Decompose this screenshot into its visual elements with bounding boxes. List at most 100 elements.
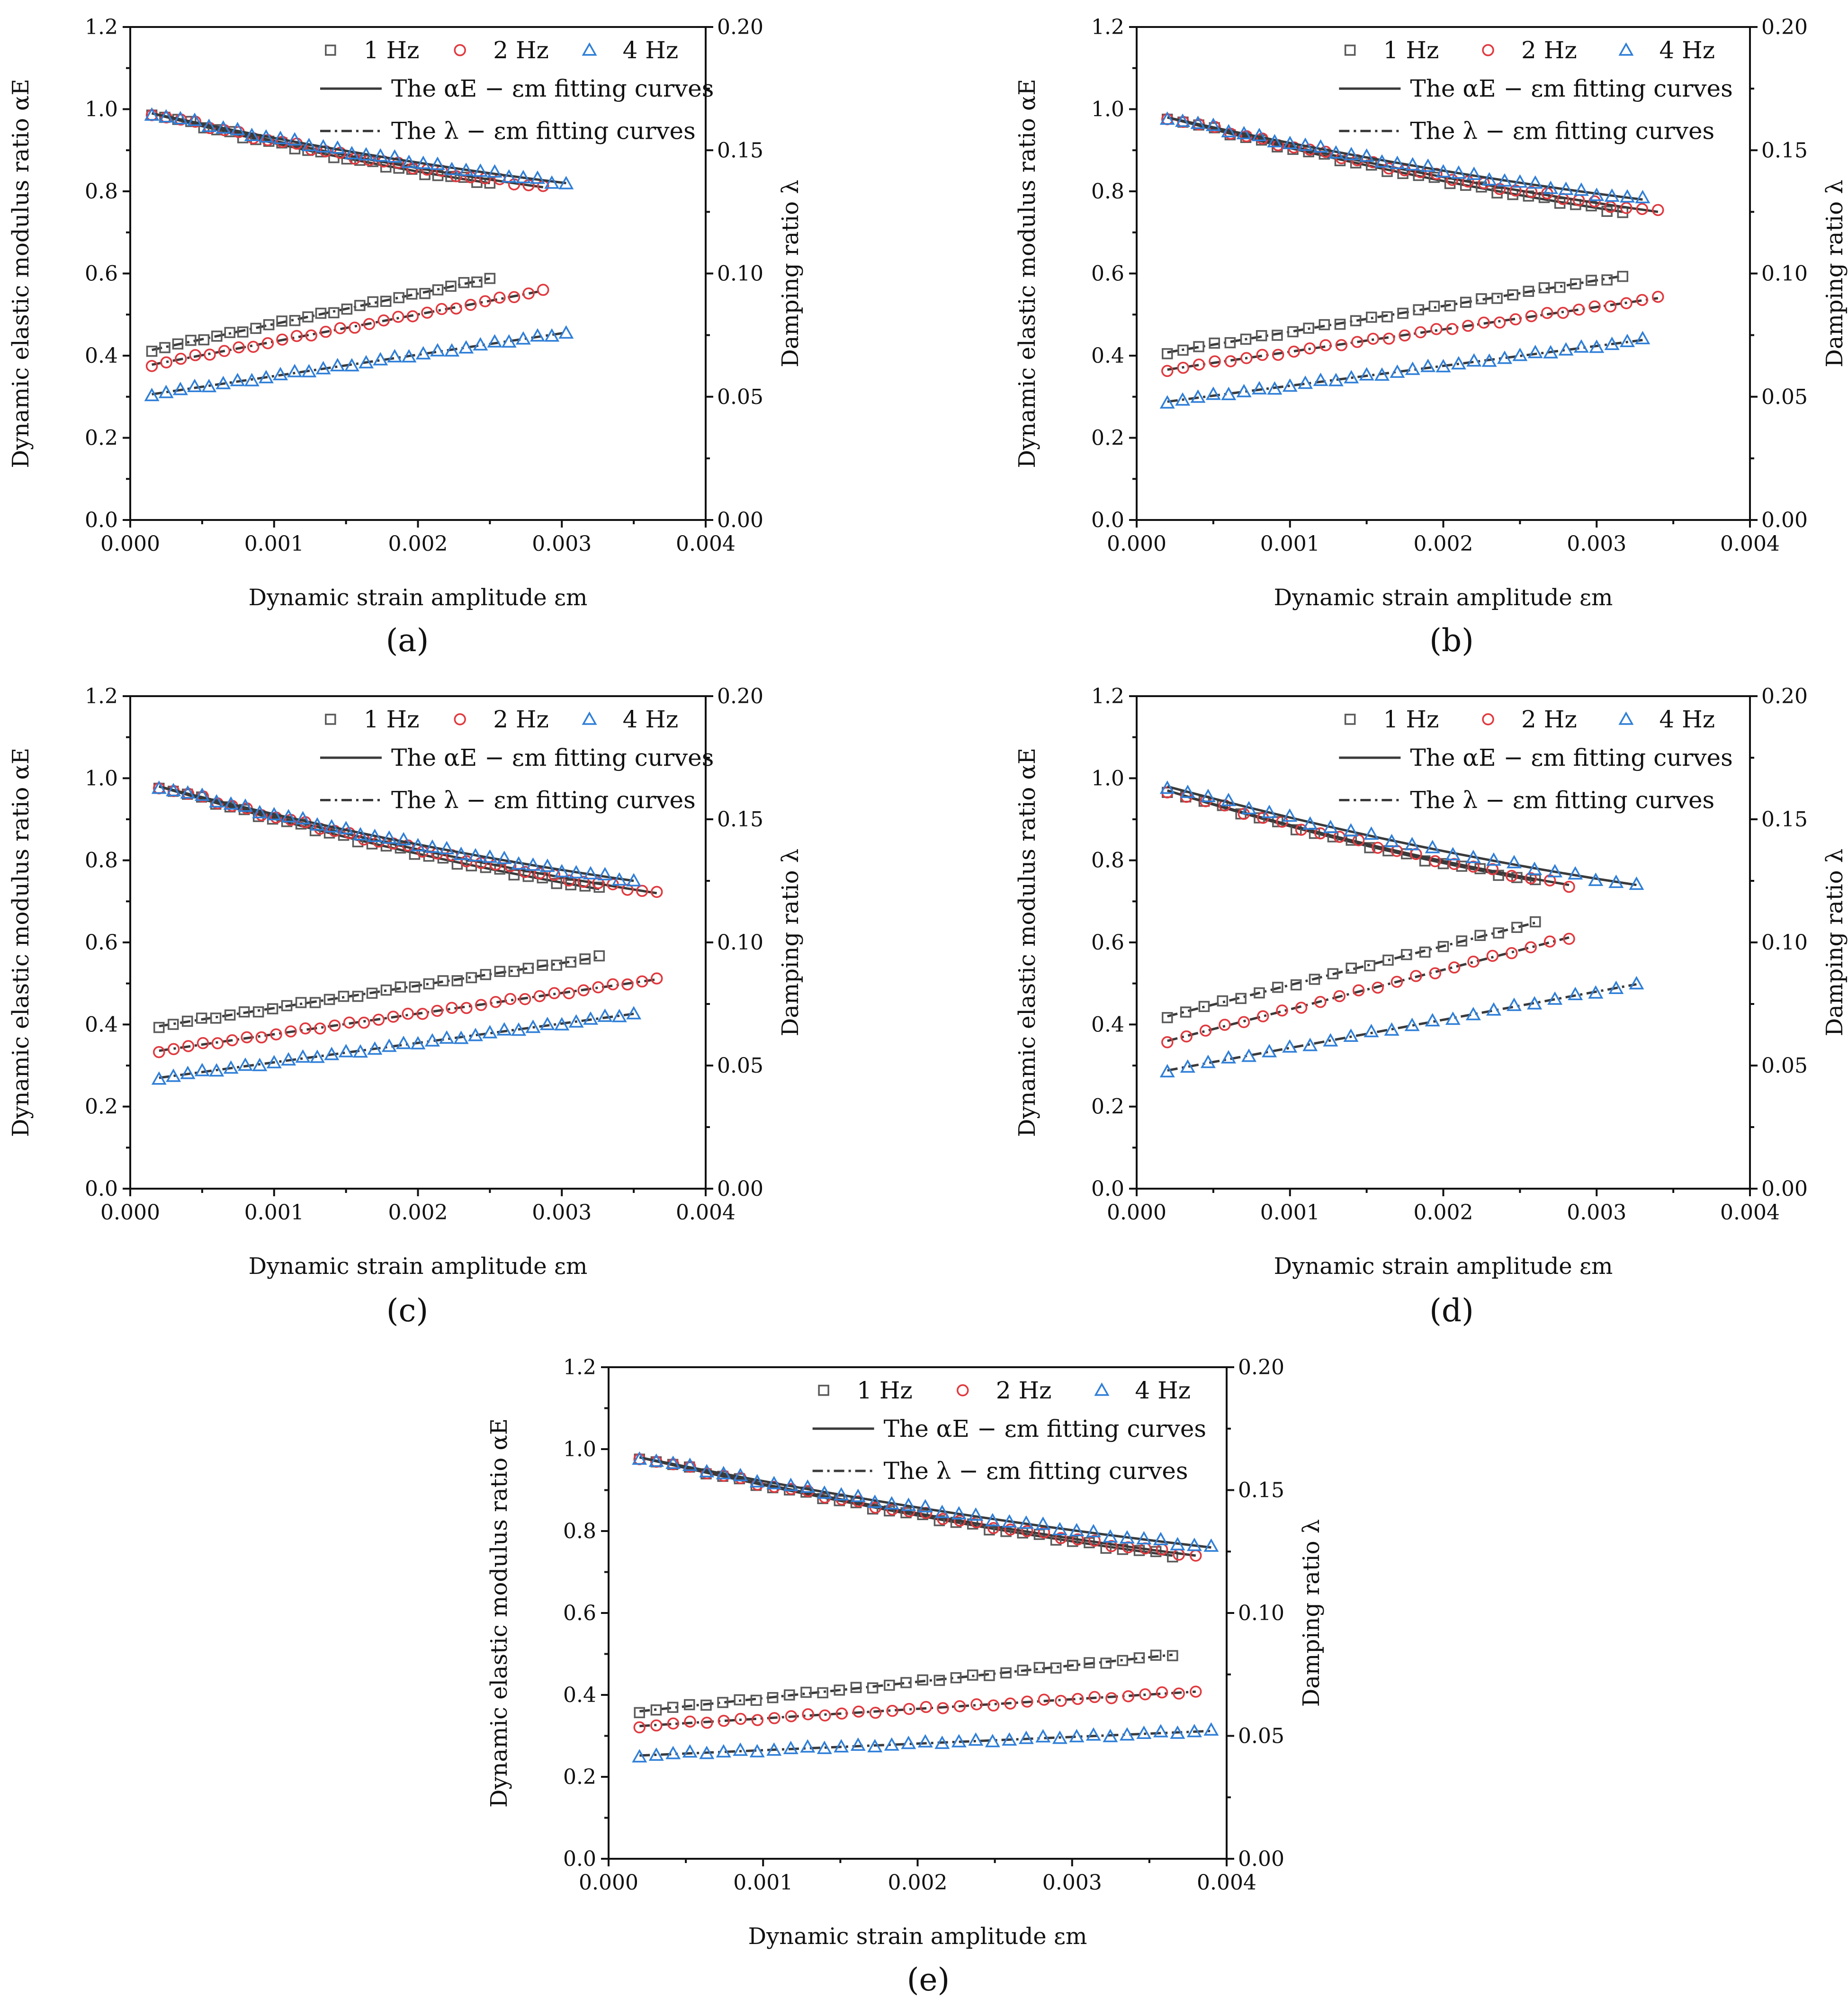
lambda-point xyxy=(1254,987,1265,999)
alpha-point xyxy=(749,1474,765,1487)
alpha-point xyxy=(1350,157,1362,169)
lambda-fit-curve xyxy=(1167,297,1659,371)
legend-label: 2 Hz xyxy=(493,706,549,733)
lambda-point xyxy=(215,376,231,389)
alpha-point xyxy=(611,872,627,886)
lambda-point xyxy=(1156,1686,1168,1699)
alpha-point xyxy=(985,1513,1000,1527)
lambda-point xyxy=(968,1732,984,1746)
legend-marker-circle xyxy=(1482,713,1494,726)
alpha-point xyxy=(215,120,231,134)
y-left-axis-title: Dynamic elastic modulus ratio αE xyxy=(1014,79,1041,468)
legend-label: 2 Hz xyxy=(493,36,549,64)
x-tick-label: 0.001 xyxy=(1260,532,1320,556)
lambda-point xyxy=(1272,349,1284,361)
lambda-point xyxy=(1017,1665,1028,1676)
alpha-point xyxy=(1525,872,1537,885)
lambda-point xyxy=(252,1006,264,1018)
lambda-point xyxy=(869,1706,882,1719)
alpha-point xyxy=(1052,1522,1068,1535)
alpha-point xyxy=(209,794,224,808)
legend-marker-triangle xyxy=(582,711,597,725)
alpha-point xyxy=(367,828,383,842)
alpha-point xyxy=(373,148,388,162)
lambda-point xyxy=(917,1734,933,1748)
lambda-point xyxy=(1446,323,1459,335)
alpha-point xyxy=(401,154,417,168)
lambda-point xyxy=(834,1739,849,1753)
y-right-tick-label: 0.05 xyxy=(717,1054,763,1078)
lambda-point xyxy=(416,1008,429,1020)
lambda-point xyxy=(330,358,345,372)
lambda-point xyxy=(309,1049,325,1063)
x-tick-label: 0.002 xyxy=(388,1201,448,1225)
y-left-tick-label: 1.0 xyxy=(85,766,118,790)
lambda-point xyxy=(334,322,347,334)
alpha-point xyxy=(766,1476,782,1489)
lambda-point xyxy=(1150,1649,1162,1661)
lambda-point xyxy=(1367,332,1379,345)
lambda-point xyxy=(380,296,392,307)
lambda-point xyxy=(1262,1044,1277,1057)
lambda-point xyxy=(480,969,492,980)
legend-fit-alpha: The αE − εm fitting curves xyxy=(1410,75,1732,102)
lambda-point xyxy=(196,1012,207,1024)
series-2hz xyxy=(145,109,549,372)
y-right-tick-label: 0.00 xyxy=(1761,1177,1808,1201)
alpha-point xyxy=(410,838,426,851)
lambda-point xyxy=(767,1692,779,1703)
alpha-point xyxy=(1328,145,1344,159)
alpha-point xyxy=(330,140,345,154)
lambda-point xyxy=(366,987,378,999)
chart-panel-b: 0.000 0.001 0.002 0.003 0.004 0.0 0.2 0.4 0.6 0.8… xyxy=(1014,15,1848,659)
lambda-point xyxy=(1153,1724,1168,1738)
lambda-point xyxy=(1384,1022,1399,1036)
alpha-point xyxy=(468,848,483,862)
series-4hz xyxy=(151,780,642,1085)
lambda-point xyxy=(1220,1050,1236,1064)
alpha-point xyxy=(1527,175,1543,189)
lambda-point xyxy=(519,993,531,1005)
lambda-point xyxy=(1203,1722,1219,1736)
lambda-point xyxy=(453,1030,469,1044)
lambda-point xyxy=(1652,290,1664,303)
lambda-point xyxy=(1282,378,1298,392)
y-left-tick-label: 0.8 xyxy=(85,179,118,204)
alpha-point xyxy=(1119,1530,1135,1544)
alpha-point xyxy=(1420,158,1436,172)
alpha-point xyxy=(558,176,574,189)
lambda-point xyxy=(592,981,604,994)
legend: 1 Hz 2 Hz 4 Hz The αE − εm fitting curves Th… xyxy=(320,706,714,814)
legend-marker-square xyxy=(818,1385,829,1396)
lambda-point xyxy=(1512,348,1528,361)
lambda-point xyxy=(410,1036,426,1049)
lambda-point xyxy=(515,331,531,345)
legend-marker-square xyxy=(1344,45,1356,56)
alpha-point xyxy=(166,783,181,797)
alpha-point xyxy=(1190,116,1206,129)
alpha-point xyxy=(1069,1523,1085,1537)
alpha-point xyxy=(1486,863,1499,876)
lambda-point xyxy=(1323,1033,1338,1047)
y-left-tick-label: 0.6 xyxy=(1091,931,1124,955)
lambda-point xyxy=(802,1708,814,1720)
lambda-point xyxy=(1161,1036,1174,1048)
lambda-point xyxy=(1193,341,1204,352)
alpha-point xyxy=(1186,1537,1202,1551)
lambda-point xyxy=(1476,293,1487,305)
y-left-tick-label: 0.6 xyxy=(1091,262,1124,286)
lambda-point xyxy=(315,361,331,375)
lambda-point xyxy=(1055,1694,1067,1707)
lambda-point xyxy=(511,1022,527,1036)
lambda-point xyxy=(667,1702,679,1713)
lambda-point xyxy=(395,981,406,993)
lambda-point xyxy=(884,1679,895,1691)
lambda-point xyxy=(1021,1695,1033,1708)
lambda-point xyxy=(1335,339,1348,351)
alpha-point xyxy=(1635,189,1651,204)
alpha-point xyxy=(884,1496,899,1510)
alpha-point xyxy=(1466,166,1482,180)
alpha-point xyxy=(1629,876,1644,890)
lambda-point xyxy=(850,1682,862,1693)
lambda-point xyxy=(1366,312,1377,323)
